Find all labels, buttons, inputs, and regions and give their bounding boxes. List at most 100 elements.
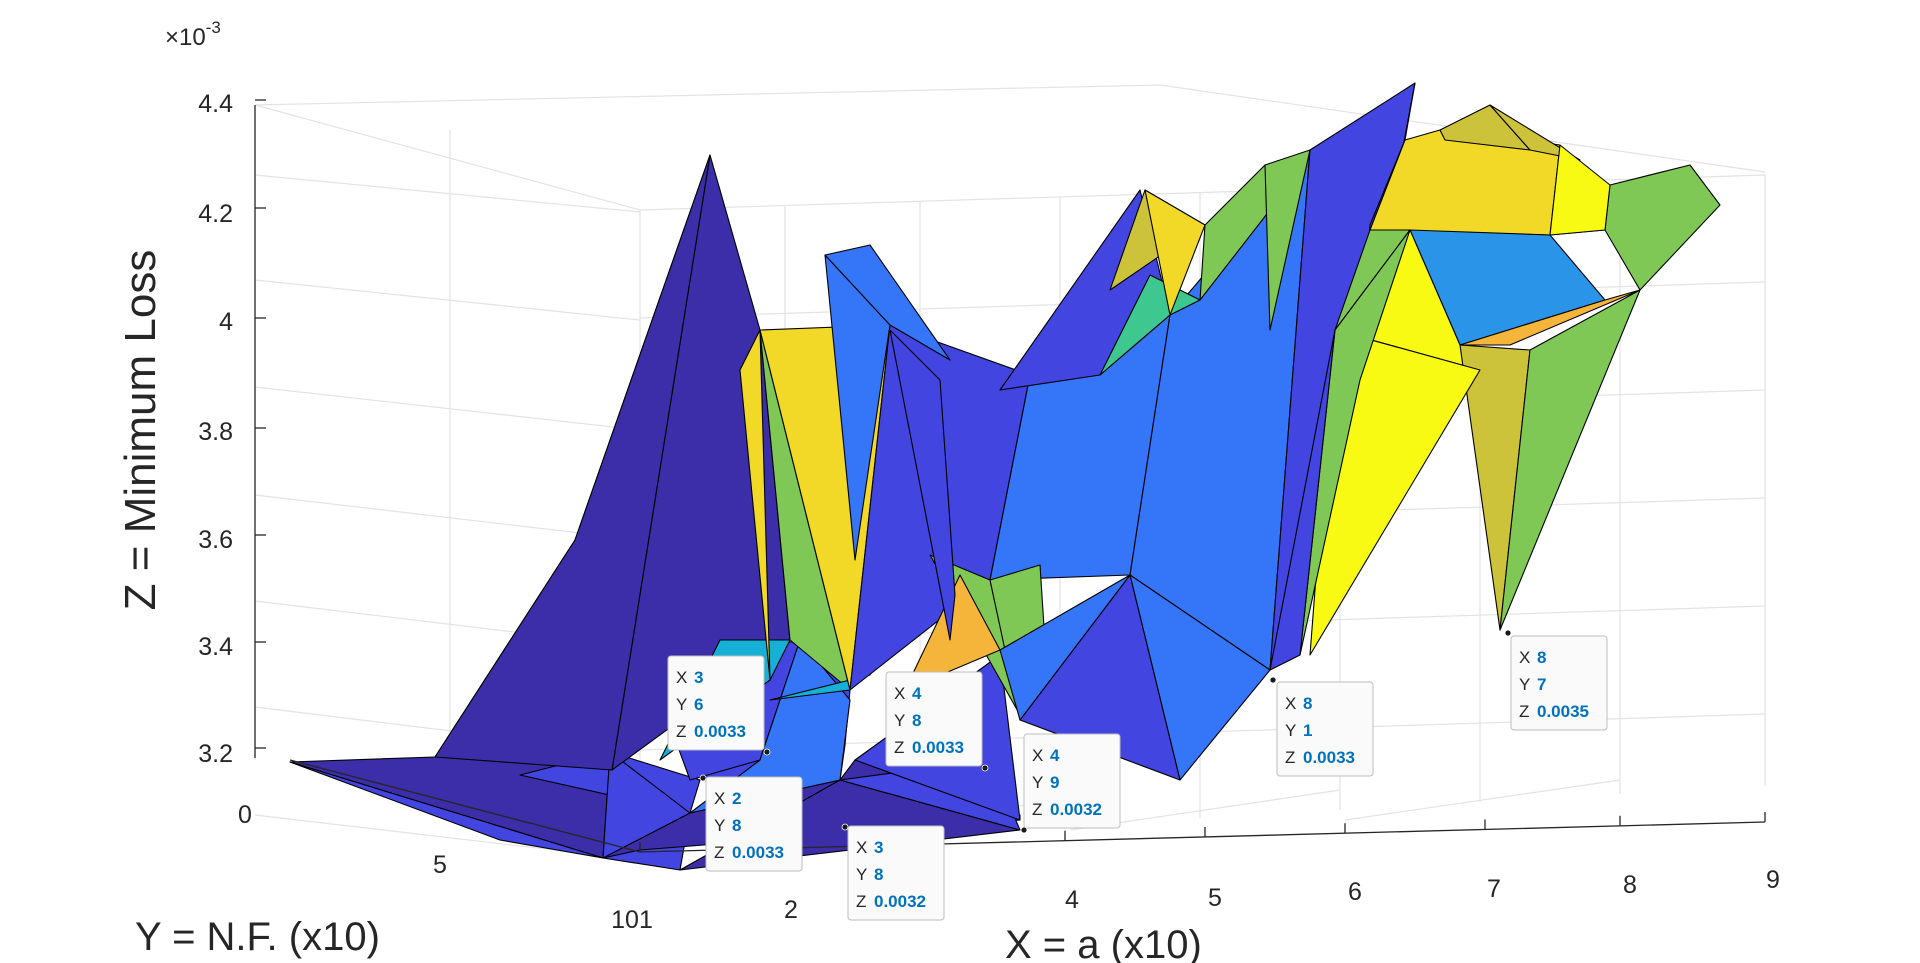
surface-patch	[289, 761, 604, 859]
datatip-marker	[1020, 826, 1028, 834]
datatip-key: Z	[676, 722, 686, 741]
datatip-key: Z	[1032, 800, 1042, 819]
datatip-value: 0.0032	[1050, 800, 1102, 819]
x-tick-label: 2	[784, 896, 798, 924]
datatip: X 3Y 8Z 0.0032	[841, 823, 945, 921]
datatip-key: X	[894, 684, 905, 703]
z-tick-label: 4.4	[198, 90, 233, 118]
datatip-key: Y	[894, 711, 905, 730]
datatip: X 4Y 9Z 0.0032	[1020, 733, 1121, 834]
y-axis-line	[289, 759, 641, 853]
datatip-marker	[1269, 676, 1277, 684]
grid-line	[254, 386, 641, 431]
datatip-key: Z	[714, 843, 724, 862]
datatip-key: Z	[1519, 702, 1529, 721]
z-axis-label: Z = Minimum Loss	[116, 250, 165, 611]
x-tick-label: 5	[1208, 884, 1222, 912]
datatip-key: X	[714, 789, 725, 808]
datatip-value: 3	[874, 838, 883, 857]
datatip-key: Y	[1519, 675, 1530, 694]
grid-line	[254, 84, 1161, 106]
y-tick-label: 5	[433, 851, 447, 879]
datatip-box	[1510, 635, 1608, 731]
axes	[254, 99, 1766, 853]
grid-line	[254, 104, 641, 211]
surface-patch	[904, 574, 1001, 691]
x-axis-line	[639, 821, 1766, 853]
datatip-value: 4	[912, 684, 922, 703]
datatip-box	[847, 825, 945, 921]
surface-patch	[1489, 104, 1581, 161]
x-tick-label: 9	[1766, 866, 1780, 894]
datatip-value: 1	[1303, 721, 1312, 740]
datatip-value: 0.0033	[732, 843, 784, 862]
datatip-value: 2	[732, 789, 741, 808]
datatip-key: Y	[676, 695, 687, 714]
datatip-key: Y	[1032, 773, 1043, 792]
surface-patch	[1264, 149, 1311, 331]
datatip-box	[705, 776, 803, 872]
datatip-value: 6	[694, 695, 703, 714]
z-tick-label: 3.6	[198, 526, 233, 554]
datatip-key: X	[856, 838, 867, 857]
surface-patch	[1549, 144, 1611, 236]
datatip-marker	[981, 764, 989, 772]
surface-patch	[689, 639, 851, 814]
datatip-value: 3	[694, 668, 703, 687]
datatip-marker	[699, 774, 707, 782]
datatip-box	[885, 671, 983, 767]
datatip-value: 0.0033	[912, 738, 964, 757]
y-tick-label: 0	[238, 801, 252, 829]
x-tick-label: 6	[1348, 878, 1362, 906]
datatip-key: X	[1519, 648, 1530, 667]
grid-line	[254, 279, 641, 321]
surface-mesh	[289, 82, 1721, 871]
surface-patch	[739, 329, 771, 681]
surface-patch	[889, 329, 956, 641]
datatip-key: Z	[1285, 748, 1295, 767]
surface-patch	[1499, 289, 1641, 631]
datatip-key: Y	[856, 865, 867, 884]
datatip-key: Y	[714, 816, 725, 835]
grid-line	[1344, 779, 1621, 821]
datatip-marker	[763, 748, 771, 756]
datatip: X 3Y 6Z 0.0033	[667, 655, 771, 756]
datatip-marker	[1504, 629, 1512, 637]
datatip-key: X	[676, 668, 687, 687]
datatip: X 8Y 1Z 0.0033	[1269, 676, 1374, 777]
datatip-value: 0.0032	[874, 892, 926, 911]
datatip-box	[1276, 681, 1374, 777]
datatip-value: 8	[732, 816, 741, 835]
datatip-key: Z	[856, 892, 866, 911]
surface-patch	[1604, 164, 1721, 291]
x-tick-label: 8	[1623, 871, 1637, 899]
datatip-value: 8	[912, 711, 921, 730]
x-tick-label: 7	[1487, 875, 1501, 903]
datatip-value: 7	[1537, 675, 1546, 694]
z-tick-label: 4	[219, 308, 233, 336]
datatip-key: X	[1285, 694, 1296, 713]
x-tick-label: 101	[611, 906, 653, 934]
surface-patch	[999, 574, 1131, 721]
datatip-value: 8	[1303, 694, 1312, 713]
surface-patch	[434, 154, 711, 771]
datatip-value: 0.0033	[1303, 748, 1355, 767]
x-axis-label: X = a (x10)	[1005, 923, 1202, 963]
datatip-key: Y	[1285, 721, 1296, 740]
datatip-value: 8	[1537, 648, 1546, 667]
datatip: X 8Y 7Z 0.0035	[1504, 629, 1608, 731]
grid-line	[254, 174, 641, 213]
z-tick-label: 3.2	[198, 740, 233, 768]
x-tick-label: 4	[1065, 886, 1079, 914]
z-tick-label: 3.8	[198, 418, 233, 446]
datatip-value: 4	[1050, 746, 1060, 765]
datatip-value: 9	[1050, 773, 1059, 792]
y-axis-label: Y = N.F. (x10)	[135, 915, 380, 959]
z-tick-label: 3.4	[198, 633, 233, 661]
tick-labels: 3.2 3.4 3.6 3.8 4 4.2 4.4 0 5 101 2 4 5 6 7 8 9	[198, 90, 1780, 934]
surface-patch	[1144, 189, 1206, 316]
z-tick-label: 4.2	[198, 200, 233, 228]
datatip-box	[1023, 733, 1121, 829]
